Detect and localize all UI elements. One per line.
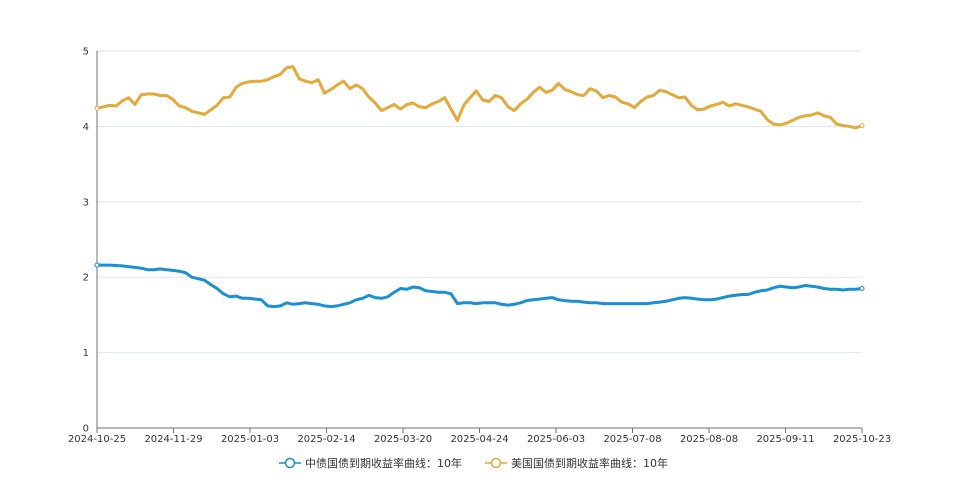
y-tick-label: 3: [83, 197, 89, 208]
x-tick-label: 2025-07-08: [603, 434, 661, 445]
series-point[interactable]: [859, 123, 865, 129]
legend-circle-icon: [490, 457, 502, 469]
x-tick-label: 2025-06-03: [527, 434, 585, 445]
axes: 0 1 2 3 4 5 2024-10-25 2024-11-29 2025-01-03 2025…: [68, 47, 891, 446]
x-tick-label: 2025-02-14: [297, 434, 355, 445]
legend-label: 中债国债到期收益率曲线：10年: [305, 456, 462, 470]
legend-label: 美国国债到期收益率曲线：10年: [511, 456, 668, 470]
x-tick-label: 2024-11-29: [144, 434, 202, 445]
series-line-0: [95, 263, 864, 309]
legend-item-0[interactable]: 中债国债到期收益率曲线：10年: [279, 456, 462, 470]
legend[interactable]: 中债国债到期收益率曲线：10年 美国国债到期收益率曲线：10年: [279, 456, 668, 470]
x-tick-label: 2025-01-03: [221, 434, 279, 445]
series-point[interactable]: [94, 105, 100, 111]
x-tick-label: 2025-04-24: [450, 434, 508, 445]
x-tick-label: 2025-03-20: [374, 434, 432, 445]
series-point[interactable]: [859, 286, 865, 292]
y-tick-label: 2: [83, 273, 89, 284]
y-tick-label: 5: [83, 47, 89, 58]
series-line-1: [95, 65, 864, 130]
series-point[interactable]: [94, 262, 100, 268]
x-tick-label: 2025-10-23: [833, 434, 891, 445]
legend-item-1[interactable]: 美国国债到期收益率曲线：10年: [485, 456, 668, 470]
y-tick-label: 4: [83, 122, 89, 133]
x-tick-label: 2025-08-08: [680, 434, 738, 445]
x-tick-label: 2024-10-25: [68, 434, 126, 445]
legend-circle-icon: [284, 457, 296, 469]
x-tick-label: 2025-09-11: [756, 434, 814, 445]
y-tick-label: 1: [83, 348, 89, 359]
series-layer: [94, 65, 865, 309]
y-tick-label: 0: [83, 424, 89, 435]
grid-lines: [97, 50, 862, 354]
